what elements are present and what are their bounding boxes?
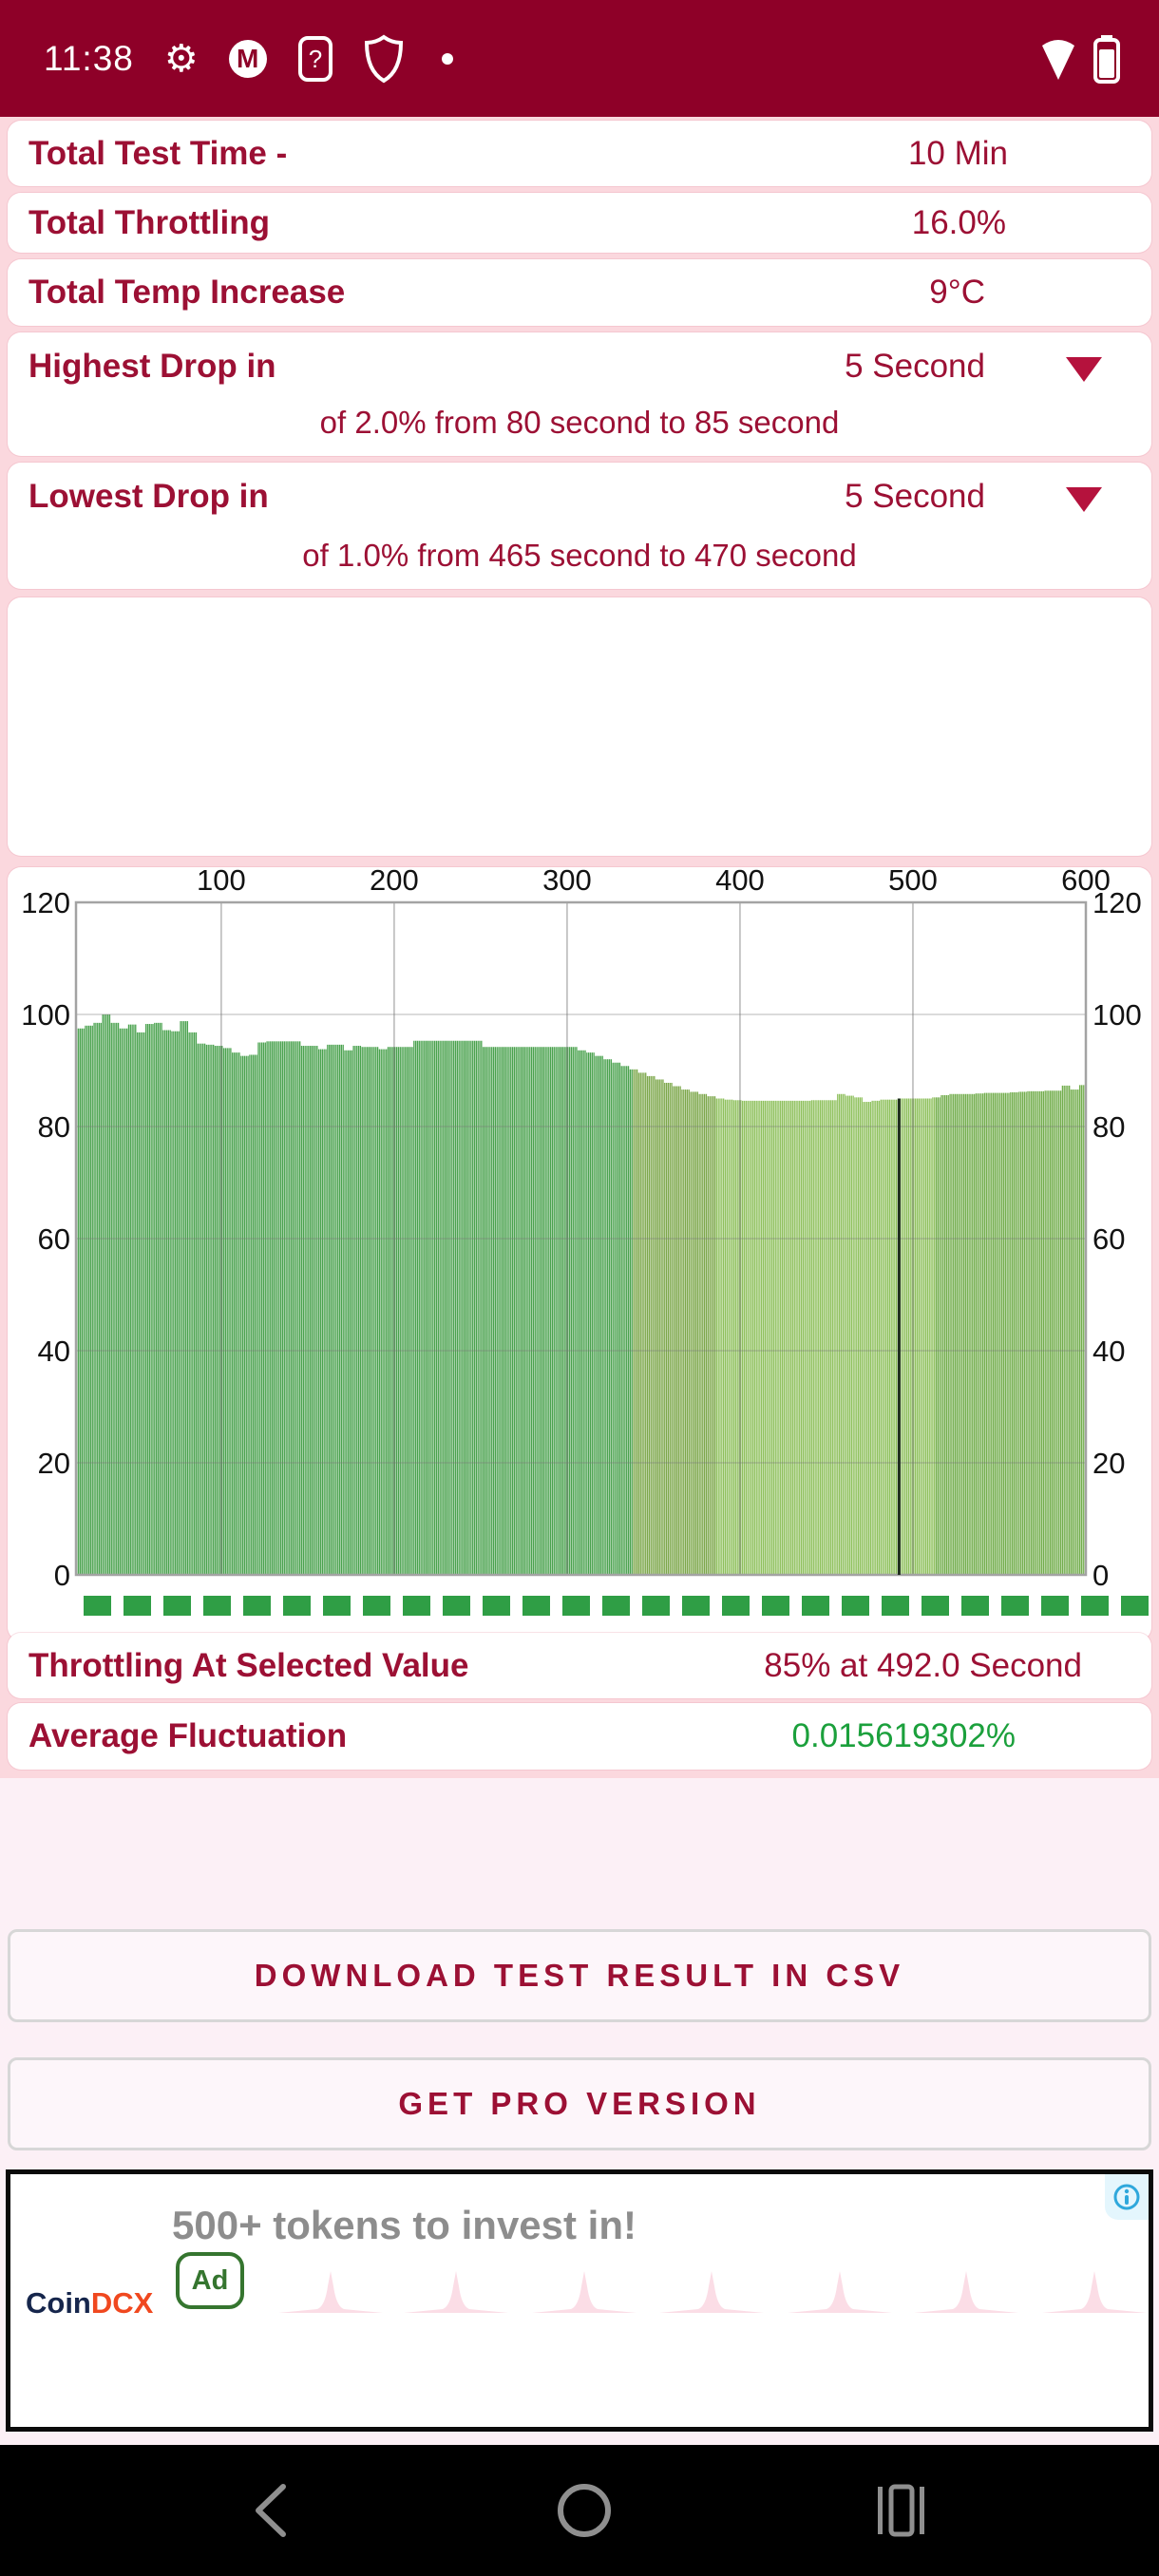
total-throttling-value: 16.0% — [911, 203, 1006, 241]
throttling-chart[interactable]: 100 200 300 400 500 600 0 0 20 20 40 40 60 60 80 80 100 1… — [8, 867, 1151, 1640]
average-fluctuation-value: 0.015619302% — [791, 1717, 1016, 1754]
svg-text:40: 40 — [1092, 1335, 1125, 1368]
back-button[interactable] — [249, 2445, 293, 2576]
svg-text:200: 200 — [370, 867, 419, 897]
average-fluctuation-row: Average Fluctuation 0.015619302% — [8, 1703, 1151, 1770]
highest-drop-detail: of 2.0% from 80 second to 85 second — [319, 405, 840, 440]
navigation-bar — [0, 2445, 1159, 2576]
svg-text:60: 60 — [1092, 1222, 1125, 1256]
ad-decorative-spikes — [278, 2271, 1147, 2313]
download-csv-button[interactable]: DOWNLOAD TEST RESULT IN CSV — [8, 1929, 1151, 2022]
highest-drop-window-value[interactable]: 5 Second — [845, 348, 985, 385]
svg-text:100: 100 — [21, 998, 70, 1032]
motorola-icon: M — [228, 39, 267, 78]
svg-text:80: 80 — [38, 1110, 70, 1144]
bar-chart[interactable]: 100 200 300 400 500 600 0 0 20 20 40 40 60 60 80 80 100 1… — [8, 867, 1151, 1640]
chevron-down-icon[interactable] — [1066, 487, 1102, 512]
ad-info-icon[interactable] — [1105, 2174, 1149, 2220]
svg-text:60: 60 — [38, 1222, 70, 1256]
battery-icon — [1092, 34, 1121, 84]
ad-headline: 500+ tokens to invest in! — [172, 2203, 636, 2247]
svg-text:20: 20 — [38, 1447, 70, 1480]
recents-button[interactable] — [872, 2445, 929, 2576]
svg-text:100: 100 — [1092, 998, 1142, 1032]
highest-drop-card: Highest Drop in 5 Second of 2.0% from 80… — [8, 332, 1151, 456]
get-pro-button[interactable]: GET PRO VERSION — [8, 2057, 1151, 2150]
svg-text:600: 600 — [1061, 867, 1111, 897]
total-test-time-row: Total Test Time - 10 Min — [8, 121, 1151, 186]
total-throttling-row: Total Throttling 16.0% — [8, 193, 1151, 253]
svg-text:400: 400 — [715, 867, 765, 897]
svg-text:?: ? — [308, 45, 321, 73]
average-fluctuation-label: Average Fluctuation — [28, 1717, 348, 1754]
gear-icon: ⚙ — [163, 37, 199, 80]
clock: 11:38 — [44, 38, 134, 78]
selected-value: 85% at 492.0 Second — [764, 1646, 1082, 1684]
home-button[interactable] — [555, 2445, 614, 2576]
lowest-drop-card: Lowest Drop in 5 Second of 1.0% from 465… — [8, 463, 1151, 589]
svg-text:500: 500 — [888, 867, 938, 897]
notification-dot-icon — [441, 52, 453, 65]
total-test-time-value: 10 Min — [907, 134, 1008, 172]
total-temp-increase-row: Total Temp Increase 9°C — [8, 259, 1151, 326]
svg-text:40: 40 — [38, 1335, 70, 1368]
highest-drop-label: Highest Drop in — [28, 348, 276, 385]
lowest-drop-label: Lowest Drop in — [28, 478, 269, 515]
chevron-down-icon[interactable] — [1066, 357, 1102, 382]
ad-banner[interactable]: 500+ tokens to invest in! CoinDCX Ad — [6, 2169, 1153, 2432]
selected-value-row: Throttling At Selected Value 85% at 492.… — [8, 1633, 1151, 1698]
total-temp-increase-label: Total Temp Increase — [28, 274, 346, 311]
lowest-drop-window-value[interactable]: 5 Second — [845, 478, 985, 515]
selected-value-label: Throttling At Selected Value — [28, 1646, 469, 1684]
status-bar: 11:38 ⚙ M ? — [0, 0, 1159, 117]
svg-text:300: 300 — [542, 867, 592, 897]
svg-text:20: 20 — [1092, 1447, 1125, 1480]
svg-text:120: 120 — [1092, 886, 1142, 919]
coindcx-logo: CoinDCX — [26, 2286, 154, 2320]
svg-text:0: 0 — [54, 1559, 70, 1592]
svg-text:80: 80 — [1092, 1110, 1125, 1144]
ad-badge: Ad — [176, 2252, 244, 2309]
signal-icon — [1039, 36, 1077, 82]
total-test-time-label: Total Test Time - — [28, 134, 288, 172]
total-throttling-label: Total Throttling — [28, 203, 271, 241]
svg-text:100: 100 — [197, 867, 246, 897]
lowest-drop-detail: of 1.0% from 465 second to 470 second — [302, 538, 857, 573]
sim-question-icon: ? — [297, 35, 333, 83]
empty-panel — [8, 597, 1151, 856]
svg-text:120: 120 — [21, 886, 70, 919]
svg-text:0: 0 — [1092, 1559, 1109, 1592]
shield-icon — [364, 34, 404, 84]
total-temp-increase-value: 9°C — [929, 274, 985, 311]
